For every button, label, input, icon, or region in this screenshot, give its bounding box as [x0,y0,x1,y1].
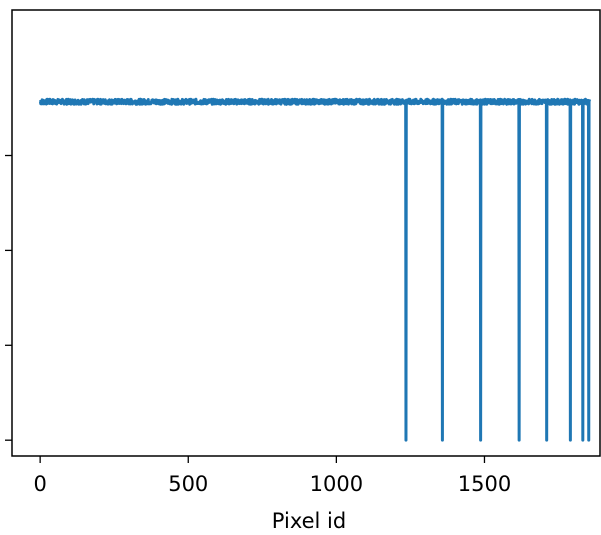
x-axis-title: Pixel id [272,509,346,533]
x-tick-label: 1500 [458,472,511,496]
plot-layer [38,97,592,442]
x-tick-label: 1000 [310,472,363,496]
y-axis [5,154,12,441]
series-line [38,97,592,442]
x-tick-label: 500 [168,472,208,496]
x-tick-label: 0 [33,472,46,496]
x-axis: 0 500 1000 1500 [33,456,511,496]
plot-frame [11,9,601,457]
